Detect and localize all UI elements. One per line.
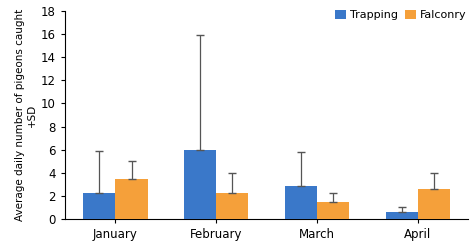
Bar — [317, 202, 349, 219]
Y-axis label: Average daily number of pigeons caught
+SD: Average daily number of pigeons caught +… — [15, 9, 36, 221]
Bar — [418, 189, 450, 219]
Bar — [385, 212, 418, 219]
Bar — [285, 186, 317, 219]
Bar — [216, 193, 248, 219]
Bar — [116, 179, 148, 219]
Bar — [83, 193, 116, 219]
Legend: Trapping, Falconry: Trapping, Falconry — [335, 10, 467, 20]
Bar — [184, 150, 216, 219]
